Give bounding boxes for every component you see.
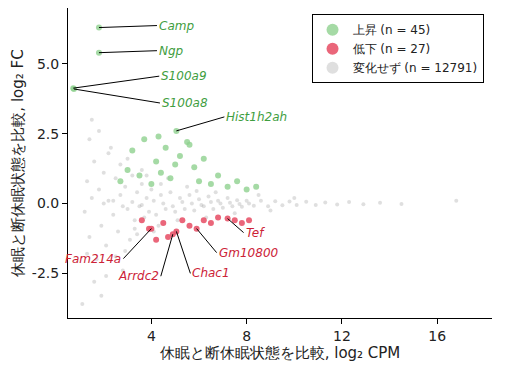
svg-text:Gm10800: Gm10800: [219, 246, 279, 260]
svg-text:S100a9: S100a9: [161, 69, 207, 83]
svg-text:-2.5: -2.5: [32, 265, 59, 281]
svg-text:4: 4: [147, 328, 156, 344]
svg-text:Arrdc2: Arrdc2: [118, 269, 159, 283]
svg-text:変化せず (n = 12791): 変化せず (n = 12791): [353, 61, 478, 75]
svg-text:休眠と断休眠状態を比較, log₂ FC: 休眠と断休眠状態を比較, log₂ FC: [9, 49, 27, 276]
svg-text:0.0: 0.0: [37, 195, 59, 211]
svg-text:Chac1: Chac1: [192, 266, 230, 280]
svg-text:低下 (n = 27): 低下 (n = 27): [353, 42, 431, 56]
svg-text:Hist1h2ah: Hist1h2ah: [226, 110, 287, 124]
svg-text:12: 12: [333, 328, 351, 344]
svg-text:Tef: Tef: [246, 226, 265, 240]
svg-text:Ngp: Ngp: [159, 44, 184, 58]
svg-text:上昇 (n = 45): 上昇 (n = 45): [353, 23, 431, 37]
svg-text:休眠と断休眠状態を比較, log₂ CPM: 休眠と断休眠状態を比較, log₂ CPM: [160, 344, 401, 362]
svg-text:5.0: 5.0: [37, 56, 59, 72]
svg-text:Camp: Camp: [159, 19, 194, 33]
svg-text:16: 16: [428, 328, 446, 344]
svg-text:S100a8: S100a8: [162, 96, 208, 110]
svg-text:2.5: 2.5: [37, 126, 59, 142]
svg-text:Fam214a: Fam214a: [65, 252, 121, 266]
svg-text:8: 8: [242, 328, 251, 344]
